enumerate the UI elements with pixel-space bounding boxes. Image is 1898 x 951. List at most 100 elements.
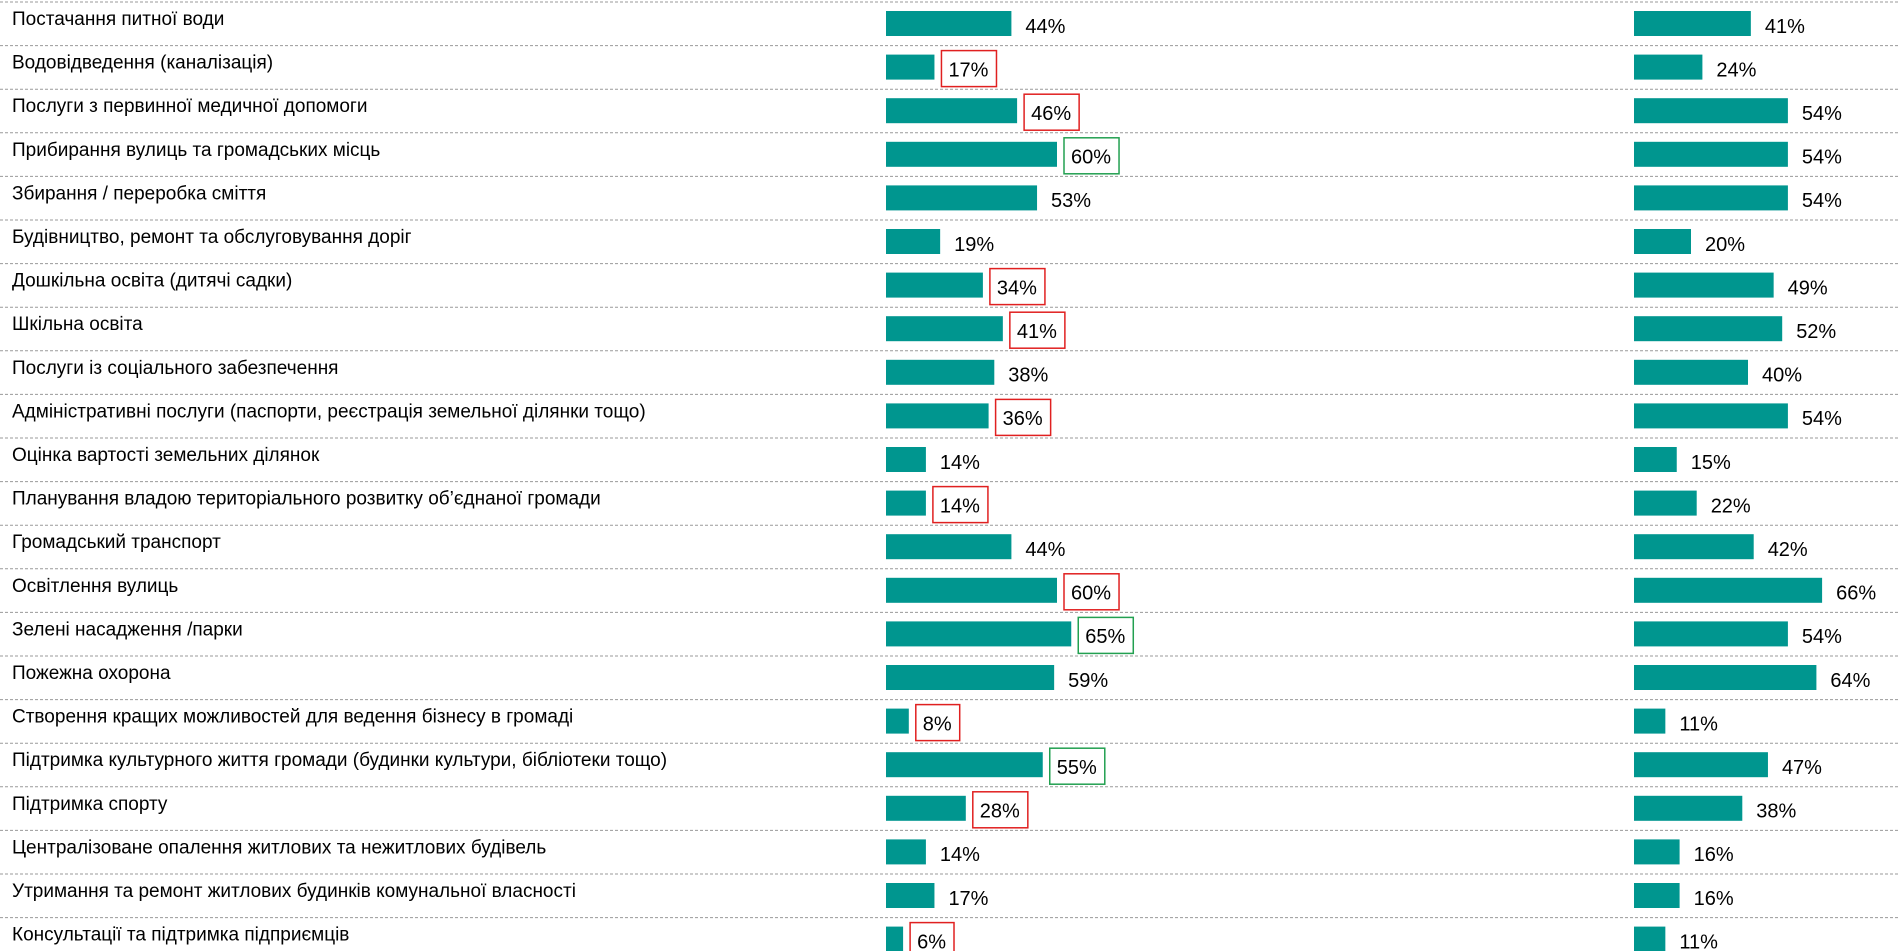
category-label: Зелені насадження /парки: [12, 619, 243, 640]
category-label: Послуги із соціального забезпечення: [12, 358, 338, 379]
bar: [1634, 490, 1697, 516]
value-label: 40%: [1762, 365, 1802, 387]
label-box: [1063, 573, 1120, 611]
label-box: [915, 703, 961, 742]
bar: [886, 665, 1055, 690]
value-label: 36%: [1003, 408, 1043, 430]
category-label: Водовідведення (каналізація): [12, 53, 273, 74]
value-label: 54%: [1802, 190, 1842, 212]
label-box: [1063, 137, 1120, 175]
category-label: Консультації та підтримка підприємців: [12, 925, 349, 946]
label-box: [972, 791, 1029, 829]
value-label: 8%: [923, 713, 952, 735]
label-box: [1049, 747, 1106, 785]
category-label: Адміністративні послуги (паспорти, реєст…: [12, 401, 646, 422]
label-box: [989, 267, 1046, 306]
bar: [886, 11, 1012, 36]
bar: [886, 926, 904, 951]
bar: [886, 141, 1057, 167]
bar: [886, 359, 995, 385]
bar: [1634, 98, 1788, 124]
bar: [886, 883, 935, 908]
category-label: Підтримка спорту: [12, 794, 168, 815]
bar: [1634, 577, 1823, 603]
bar: [1634, 752, 1768, 778]
value-label: 11%: [1679, 931, 1718, 951]
category-label: Збирання / переробка сміття: [12, 183, 266, 204]
bar: [886, 577, 1057, 603]
bar: [886, 752, 1043, 778]
value-label: 54%: [1802, 626, 1842, 648]
value-label: 64%: [1830, 670, 1870, 692]
bar: [886, 534, 1012, 560]
category-label: Дошкільна освіта (дитячі садки): [12, 271, 292, 292]
value-label: 59%: [1068, 670, 1108, 692]
value-label: 42%: [1768, 539, 1808, 561]
value-label: 22%: [1711, 495, 1751, 517]
value-label: 20%: [1705, 234, 1745, 256]
value-label: 16%: [1694, 844, 1734, 866]
bar: [1634, 708, 1666, 734]
category-label: Створення кращих можливостей для ведення…: [12, 707, 573, 728]
bar: [886, 272, 983, 298]
value-label: 11%: [1679, 713, 1718, 735]
value-label: 44%: [1025, 16, 1065, 38]
category-label: Постачання питної води: [12, 9, 224, 30]
category-label: Громадський транспорт: [12, 532, 221, 553]
bar: [1634, 403, 1788, 429]
value-label: 38%: [1756, 801, 1796, 823]
value-label: 55%: [1057, 757, 1097, 779]
value-label: 38%: [1008, 365, 1048, 387]
category-label: Планування владою територіального розвит…: [12, 489, 601, 510]
value-label: 17%: [948, 888, 988, 910]
bar: [886, 447, 926, 472]
bar: [886, 708, 909, 734]
value-label: 6%: [917, 931, 946, 951]
value-label: 34%: [997, 277, 1037, 299]
bar: [886, 490, 926, 516]
category-label: Підтримка культурного життя громади (буд…: [12, 750, 667, 771]
value-label: 44%: [1025, 539, 1065, 561]
bar: [1634, 926, 1666, 951]
bar: [886, 839, 926, 865]
bar: [1634, 839, 1680, 865]
category-label: Утримання та ремонт житлових будинків ко…: [12, 881, 576, 902]
label-box: [932, 485, 989, 524]
value-label: 16%: [1694, 888, 1734, 910]
bar: [1634, 665, 1817, 690]
bar: [1634, 272, 1774, 298]
bar: [1634, 795, 1743, 821]
bar: [1634, 11, 1751, 36]
category-label: Шкільна освіта: [12, 314, 143, 335]
bar: [1634, 534, 1754, 560]
bar: [1634, 54, 1703, 80]
value-label: 15%: [1691, 452, 1731, 474]
category-label: Послуги з первинної медичної допомоги: [12, 96, 367, 117]
label-box: [909, 921, 955, 951]
label-box: [1009, 311, 1066, 349]
bar: [886, 229, 941, 254]
bar: [1634, 229, 1691, 254]
bar: [1634, 185, 1788, 211]
category-label: Пожежна охорона: [12, 663, 171, 684]
value-label: 49%: [1788, 277, 1828, 299]
bar: [886, 98, 1018, 124]
value-label: 14%: [940, 844, 980, 866]
bar: [1634, 316, 1783, 342]
value-label: 54%: [1802, 147, 1842, 169]
category-label: Централізоване опалення житлових та нежи…: [12, 837, 546, 858]
value-label: 60%: [1071, 583, 1111, 605]
bar: [1634, 883, 1680, 908]
value-label: 46%: [1031, 103, 1071, 125]
bar: [886, 54, 935, 80]
value-label: 54%: [1802, 103, 1842, 125]
category-label: Освітлення вулиць: [12, 576, 178, 597]
category-label: Будівництво, ремонт та обслуговування до…: [12, 227, 412, 248]
value-label: 65%: [1085, 626, 1125, 648]
bar: [1634, 141, 1788, 167]
value-label: 53%: [1051, 190, 1091, 212]
value-label: 14%: [940, 452, 980, 474]
value-label: 41%: [1765, 16, 1805, 38]
label-box: [1077, 616, 1135, 655]
